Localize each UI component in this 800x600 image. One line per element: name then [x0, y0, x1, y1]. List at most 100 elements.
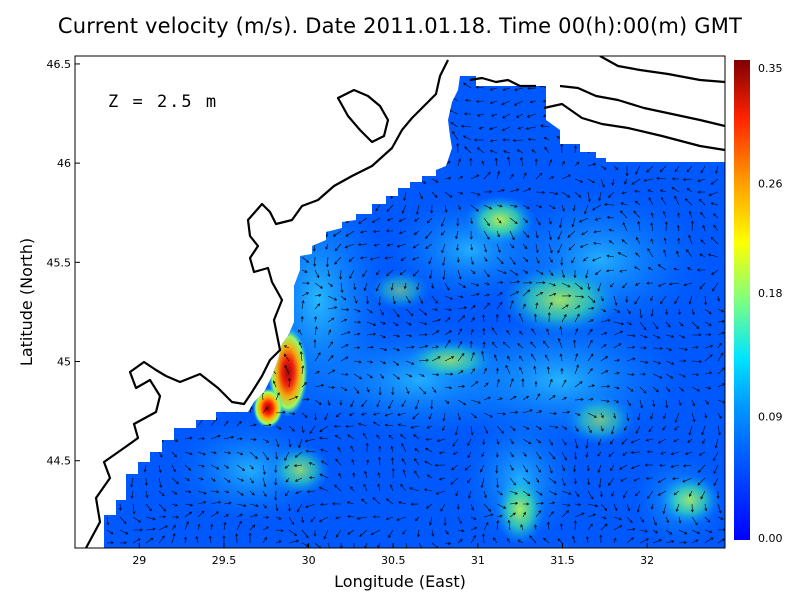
velocity-arrow [561, 314, 567, 323]
velocity-arrow [444, 356, 455, 362]
velocity-arrow [561, 269, 565, 279]
velocity-arrow [561, 174, 571, 180]
velocity-arrow [456, 142, 460, 154]
velocity-arrow [358, 217, 368, 224]
velocity-arrow [647, 490, 654, 499]
velocity-arrow [405, 373, 413, 378]
velocity-arrow [674, 165, 680, 173]
velocity-arrow [626, 537, 634, 544]
velocity-arrow [548, 302, 553, 310]
velocity-arrow [468, 490, 472, 499]
velocity-arrow [639, 360, 649, 364]
depth-label: Z = 2.5 m [108, 92, 218, 112]
velocity-arrow [501, 100, 511, 106]
velocity-arrow [489, 139, 498, 143]
velocity-arrow [613, 525, 623, 531]
velocity-arrow [235, 533, 239, 544]
velocity-arrow [494, 157, 498, 167]
velocity-arrow [337, 446, 342, 453]
velocity-arrow [509, 512, 516, 518]
velocity-arrow [574, 282, 583, 290]
velocity-arrow [392, 373, 400, 380]
velocity-arrow [366, 373, 374, 379]
velocity-arrow [704, 537, 714, 544]
velocity-arrow [392, 360, 400, 366]
velocity-arrow [643, 178, 654, 182]
velocity-arrow [223, 521, 227, 531]
velocity-arrow [585, 438, 589, 449]
velocity-arrow [345, 230, 355, 237]
velocity-arrow [332, 230, 342, 237]
velocity-arrow [507, 314, 511, 323]
velocity-arrow [587, 339, 593, 349]
velocity-arrow [573, 339, 577, 349]
velocity-arrow [210, 511, 220, 518]
velocity-arrow [571, 217, 576, 228]
velocity-arrow [482, 341, 486, 349]
velocity-arrow [158, 535, 165, 544]
velocity-arrow [608, 191, 615, 198]
velocity-arrow [470, 425, 474, 436]
velocity-arrow [324, 412, 329, 421]
velocity-arrow [670, 464, 680, 468]
velocity-arrow [222, 535, 226, 544]
velocity-arrow [559, 326, 563, 336]
velocity-arrow [376, 399, 381, 408]
velocity-arrow [428, 256, 433, 265]
velocity-arrow [492, 341, 498, 349]
velocity-arrow [535, 243, 539, 254]
velocity-arrow [334, 243, 342, 252]
velocity-arrow [665, 386, 671, 392]
velocity-arrow [457, 191, 464, 195]
velocity-arrow [522, 477, 531, 485]
colorbar-tick-label: 0.09 [758, 411, 783, 424]
velocity-arrow [548, 176, 555, 180]
velocity-arrow [451, 464, 459, 471]
velocity-arrow [665, 540, 675, 544]
velocity-arrow [288, 412, 296, 416]
velocity-arrow [375, 282, 381, 292]
velocity-arrow [691, 516, 698, 526]
velocity-arrow [483, 190, 493, 194]
velocity-arrow [288, 539, 300, 544]
velocity-arrow [509, 217, 518, 225]
velocity-arrow [304, 438, 316, 443]
velocity-arrow [308, 462, 316, 466]
velocity-arrow [673, 267, 680, 271]
velocity-arrow [682, 477, 693, 483]
velocity-arrow [613, 503, 618, 511]
velocity-arrow [587, 503, 599, 508]
velocity-arrow [301, 281, 310, 285]
velocity-arrow [535, 269, 544, 275]
velocity-arrow [483, 382, 489, 388]
x-tick-label: 29 [132, 554, 146, 567]
velocity-arrow [522, 204, 530, 210]
velocity-arrow [444, 191, 453, 198]
velocity-arrow [648, 425, 654, 433]
velocity-arrow [626, 386, 634, 392]
velocity-arrow [574, 425, 579, 432]
velocity-arrow [353, 373, 363, 380]
velocity-arrow [145, 527, 156, 531]
velocity-arrow [158, 477, 163, 489]
velocity-arrow [548, 282, 556, 287]
velocity-arrow [678, 373, 686, 378]
velocity-arrow [325, 243, 329, 250]
velocity-arrow [489, 100, 498, 104]
velocity-arrow [481, 160, 485, 167]
velocity-arrow [662, 425, 667, 431]
velocity-arrow [356, 516, 368, 520]
velocity-arrow [509, 243, 515, 249]
velocity-arrow [686, 249, 693, 258]
velocity-arrow [626, 308, 631, 315]
velocity-arrow [197, 490, 207, 495]
velocity-arrow [130, 477, 134, 488]
velocity-arrow [431, 191, 438, 198]
velocity-arrow [690, 220, 694, 232]
velocity-arrow [210, 464, 220, 470]
velocity-arrow [288, 438, 292, 448]
velocity-arrow [630, 450, 641, 454]
velocity-arrow [691, 333, 702, 337]
velocity-arrow [665, 321, 671, 328]
